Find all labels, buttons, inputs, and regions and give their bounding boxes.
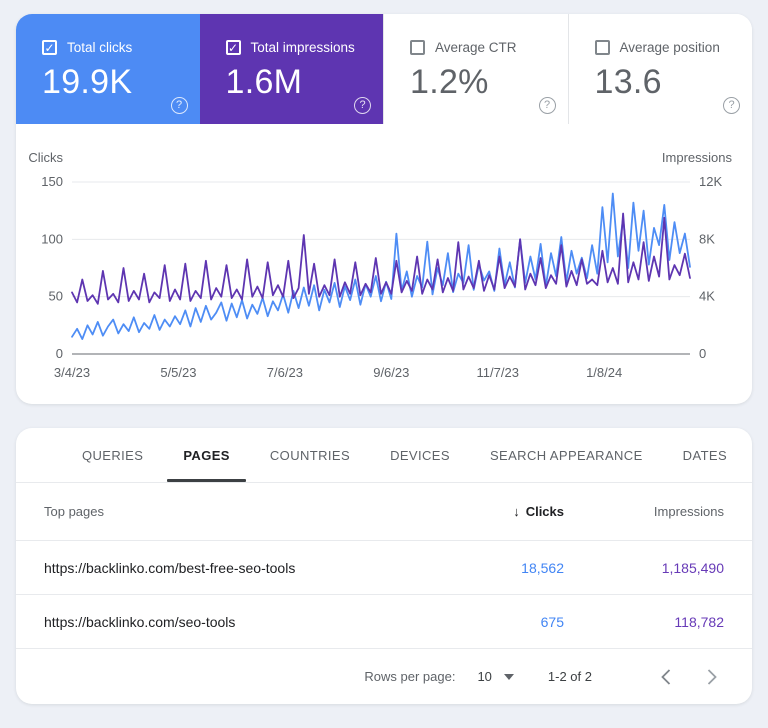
- svg-text:150: 150: [41, 174, 63, 189]
- svg-text:8K: 8K: [699, 231, 715, 246]
- metric-cards-row: ✓ Total clicks 19.9K ? ✓ Total impressio…: [16, 14, 752, 124]
- metric-card-average-ctr[interactable]: Average CTR 1.2% ?: [383, 14, 568, 124]
- rows-per-page-select[interactable]: 10: [477, 669, 514, 684]
- rows-per-page-label: Rows per page:: [364, 669, 456, 684]
- dimensions-table-panel: QUERIES PAGES COUNTRIES DEVICES SEARCH A…: [16, 428, 752, 704]
- svg-text:7/6/23: 7/6/23: [267, 365, 303, 380]
- checkbox-icon[interactable]: [410, 40, 425, 55]
- help-icon[interactable]: ?: [538, 97, 556, 114]
- tab-countries[interactable]: COUNTRIES: [269, 447, 351, 463]
- column-header-clicks[interactable]: ↓ Clicks: [513, 504, 564, 519]
- svg-text:100: 100: [41, 231, 63, 246]
- chevron-right-icon: [707, 668, 717, 685]
- help-icon[interactable]: ?: [723, 97, 740, 114]
- table-row[interactable]: https://backlinko.com/best-free-seo-tool…: [16, 540, 752, 594]
- table-pagination: Rows per page: 10 1-2 of 2: [16, 648, 752, 704]
- help-icon[interactable]: ?: [354, 97, 371, 114]
- svg-text:1/8/24: 1/8/24: [586, 365, 622, 380]
- svg-text:4K: 4K: [699, 289, 715, 304]
- metric-card-total-clicks[interactable]: ✓ Total clicks 19.9K ?: [16, 14, 200, 124]
- metric-card-total-impressions[interactable]: ✓ Total impressions 1.6M ?: [199, 14, 383, 124]
- page-url[interactable]: https://backlinko.com/seo-tools: [44, 613, 236, 630]
- performance-chart[interactable]: 0 0 50 4K 100 8K 150 12K Clicks Impressions 3/4/23…: [16, 146, 752, 386]
- dimension-tabs: QUERIES PAGES COUNTRIES DEVICES SEARCH A…: [16, 428, 752, 483]
- svg-text:Clicks: Clicks: [28, 150, 63, 165]
- tab-queries[interactable]: QUERIES: [82, 447, 144, 463]
- svg-text:0: 0: [56, 346, 63, 361]
- table-row[interactable]: https://backlinko.com/seo-tools 675 118,…: [16, 594, 752, 648]
- chevron-down-icon: [503, 673, 514, 680]
- tab-dates[interactable]: DATES: [682, 447, 728, 463]
- svg-text:3/4/23: 3/4/23: [54, 365, 90, 380]
- clicks-value: 675: [540, 613, 564, 630]
- checkbox-icon[interactable]: [594, 40, 610, 55]
- previous-page-button[interactable]: [654, 665, 678, 689]
- metric-value: 13.6: [594, 63, 662, 101]
- page-url[interactable]: https://backlinko.com/best-free-seo-tool…: [44, 559, 296, 576]
- chevron-left-icon: [661, 668, 671, 685]
- tab-devices[interactable]: DEVICES: [390, 447, 450, 463]
- clicks-value: 18,562: [521, 559, 564, 576]
- metric-value: 1.2%: [410, 63, 489, 101]
- svg-text:11/7/23: 11/7/23: [477, 365, 519, 380]
- help-icon[interactable]: ?: [170, 97, 188, 114]
- svg-text:Impressions: Impressions: [662, 150, 733, 165]
- metric-label: Average CTR: [435, 40, 517, 55]
- checkbox-icon[interactable]: ✓: [225, 40, 241, 55]
- metric-label: Total impressions: [250, 40, 355, 55]
- column-header-top-pages[interactable]: Top pages: [44, 504, 104, 519]
- svg-text:0: 0: [699, 346, 706, 361]
- sort-desc-icon: ↓: [513, 504, 520, 519]
- table-header-row: Top pages ↓ Clicks Impressions: [16, 483, 752, 540]
- tab-pages[interactable]: PAGES: [163, 428, 250, 482]
- chart-area: 0 0 50 4K 100 8K 150 12K Clicks Impressions 3/4/23…: [16, 124, 752, 404]
- pagination-range-label: 1-2 of 2: [547, 669, 592, 684]
- checkbox-icon[interactable]: ✓: [42, 40, 57, 55]
- metric-label: Total clicks: [67, 40, 133, 55]
- metric-label: Average position: [619, 40, 720, 55]
- metric-value: 19.9K: [42, 63, 133, 101]
- rows-per-page-value: 10: [477, 669, 492, 684]
- svg-text:9/6/23: 9/6/23: [373, 365, 409, 380]
- metric-value: 1.6M: [225, 63, 303, 101]
- next-page-button[interactable]: [700, 665, 724, 689]
- svg-text:50: 50: [49, 289, 63, 304]
- impressions-value: 118,782: [674, 613, 724, 630]
- performance-panel: ✓ Total clicks 19.9K ? ✓ Total impressio…: [16, 14, 752, 404]
- impressions-value: 1,185,490: [661, 559, 724, 576]
- svg-text:5/5/23: 5/5/23: [160, 365, 196, 380]
- column-header-impressions[interactable]: Impressions: [653, 504, 724, 519]
- metric-card-average-position[interactable]: Average position 13.6 ?: [567, 14, 752, 124]
- svg-text:12K: 12K: [699, 174, 722, 189]
- tab-search-appearance[interactable]: SEARCH APPEARANCE: [489, 447, 643, 463]
